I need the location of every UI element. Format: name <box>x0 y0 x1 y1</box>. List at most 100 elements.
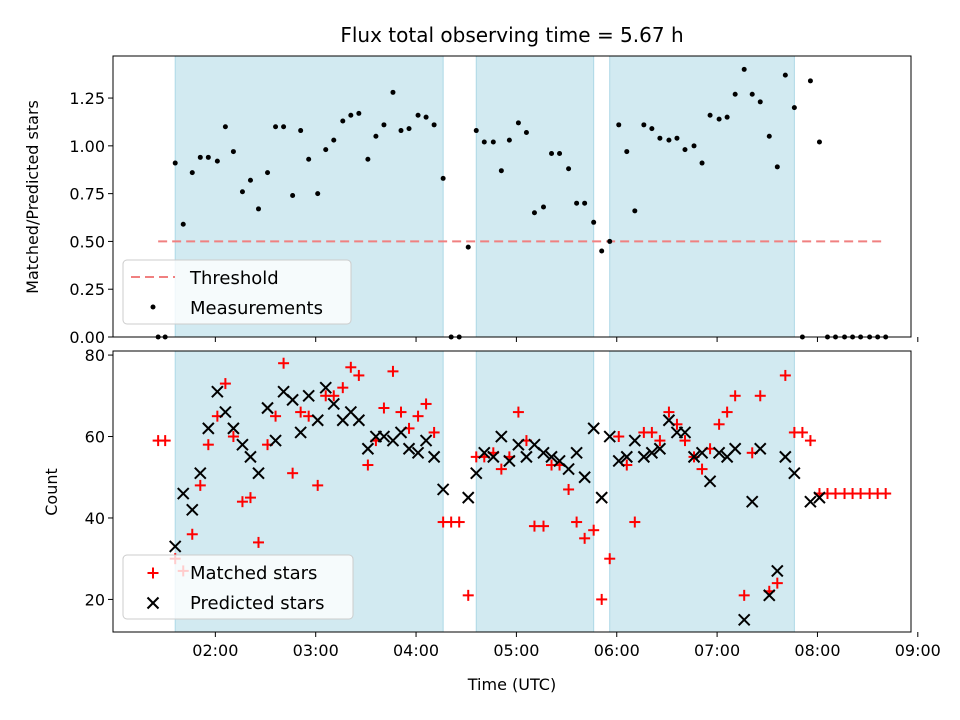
matched-star-point <box>387 365 399 377</box>
measurement-point <box>306 156 312 162</box>
matched-star-point <box>596 593 608 605</box>
bottom-y-axis-label: Count <box>42 468 61 516</box>
y-tick-label: 1.25 <box>69 89 105 108</box>
x-tick-label: 08:00 <box>794 641 840 660</box>
predicted-star-point <box>327 397 340 411</box>
predicted-star-point <box>377 430 391 443</box>
bottom-legend: Matched stars Predicted stars <box>122 554 354 620</box>
legend-cross-marker <box>146 596 160 610</box>
measurement-point <box>624 149 630 155</box>
predicted-star-point <box>394 426 408 439</box>
matched-star-point <box>159 435 171 447</box>
measurement-point <box>431 122 437 128</box>
measurement-point <box>473 128 479 134</box>
legend-threshold-label: Threshold <box>189 268 279 289</box>
matched-star-point <box>604 553 616 565</box>
measurement-point <box>390 89 396 95</box>
predicted-star-point <box>763 589 776 602</box>
matched-star-point <box>428 426 440 438</box>
predicted-star-point <box>645 446 659 460</box>
matched-star-point <box>270 410 282 422</box>
matched-star-point <box>563 483 575 495</box>
matched-star-point <box>253 536 265 548</box>
predicted-star-point <box>269 434 282 447</box>
measurement-point <box>766 133 772 139</box>
predicted-star-point <box>637 450 651 464</box>
matched-star-point <box>244 492 256 504</box>
measurement-point <box>490 139 496 145</box>
measurement-point <box>716 116 722 122</box>
bottom-x-ticks: 02:00 03:00 04:00 05:00 06:00 07:00 08:00 09:00 <box>192 632 941 660</box>
matched-star-point <box>579 532 591 544</box>
predicted-star-point <box>302 389 315 403</box>
top-panel: 0.00 0.25 0.50 0.75 1.00 1.25 Matched/Predict… <box>23 55 919 347</box>
measurement-point <box>281 124 287 130</box>
predicted-star-point <box>186 503 199 517</box>
top-x-ticks <box>214 337 919 342</box>
measurement-point <box>557 150 563 156</box>
measurement-point <box>599 248 605 254</box>
measurement-point <box>315 191 321 197</box>
predicted-star-point <box>545 450 558 464</box>
measurement-point <box>566 166 572 172</box>
measurement-point <box>406 126 412 132</box>
measurement-point <box>415 112 421 118</box>
predicted-star-point <box>361 442 375 455</box>
top-legend: Threshold Measurements <box>122 259 352 325</box>
predicted-star-point <box>244 450 257 464</box>
measurement-point <box>540 204 546 210</box>
measurement-point <box>674 135 680 141</box>
predicted-star-point <box>520 450 533 464</box>
predicted-star-point <box>587 422 600 435</box>
measurement-point <box>757 99 763 105</box>
predicted-star-point <box>537 446 550 460</box>
predicted-star-point <box>813 491 826 504</box>
measurement-point <box>247 177 253 183</box>
y-tick-label: 0.50 <box>69 232 105 251</box>
matched-star-point <box>295 406 307 418</box>
x-tick-label: 07:00 <box>694 641 740 660</box>
matched-star-point <box>804 435 816 447</box>
predicted-star-point <box>703 475 717 488</box>
top-plot-frame <box>112 55 912 338</box>
measurement-point <box>582 200 588 206</box>
predicted-star-point <box>478 446 491 460</box>
matched-star-point <box>278 357 290 369</box>
legend-matched-swatch <box>147 567 159 579</box>
measurement-point <box>256 206 262 212</box>
matched-star-point <box>754 390 766 402</box>
matched-star-point <box>771 577 783 589</box>
measurement-point <box>323 147 329 153</box>
predicted-star-point <box>687 450 701 464</box>
predicted-star-point <box>319 381 332 394</box>
matched-star-point <box>729 390 741 402</box>
legend-matched-label: Matched stars <box>190 563 317 584</box>
predicted-star-point <box>252 466 265 480</box>
predicted-star-point <box>712 446 726 460</box>
predicted-star-point <box>261 401 274 415</box>
matched-star-point <box>512 406 524 418</box>
predicted-star-point <box>487 450 500 464</box>
measurement-point <box>205 154 211 160</box>
measurement-point <box>398 128 404 134</box>
matched-star-point <box>337 382 349 394</box>
matched-star-point <box>495 463 507 475</box>
predicted-star-point <box>603 430 616 443</box>
y-tick-label: 60 <box>85 428 105 447</box>
predicted-star-point <box>662 414 676 427</box>
x-tick-label: 03:00 <box>293 641 339 660</box>
predicted-star-point <box>771 564 784 578</box>
matched-star-point <box>796 426 808 438</box>
matched-star-point <box>679 435 691 447</box>
matched-star-point <box>613 431 625 443</box>
x-tick-label: 02:00 <box>192 641 238 660</box>
predicted-star-point <box>177 487 190 500</box>
observing-band <box>609 350 795 633</box>
predicted-star-point <box>612 454 625 468</box>
predicted-star-point <box>294 426 307 439</box>
y-tick-label: 0.00 <box>69 328 105 347</box>
measurement-point <box>682 147 688 153</box>
matched-star-point <box>663 406 675 418</box>
measurement-point <box>816 139 822 145</box>
measurement-point <box>741 66 747 72</box>
